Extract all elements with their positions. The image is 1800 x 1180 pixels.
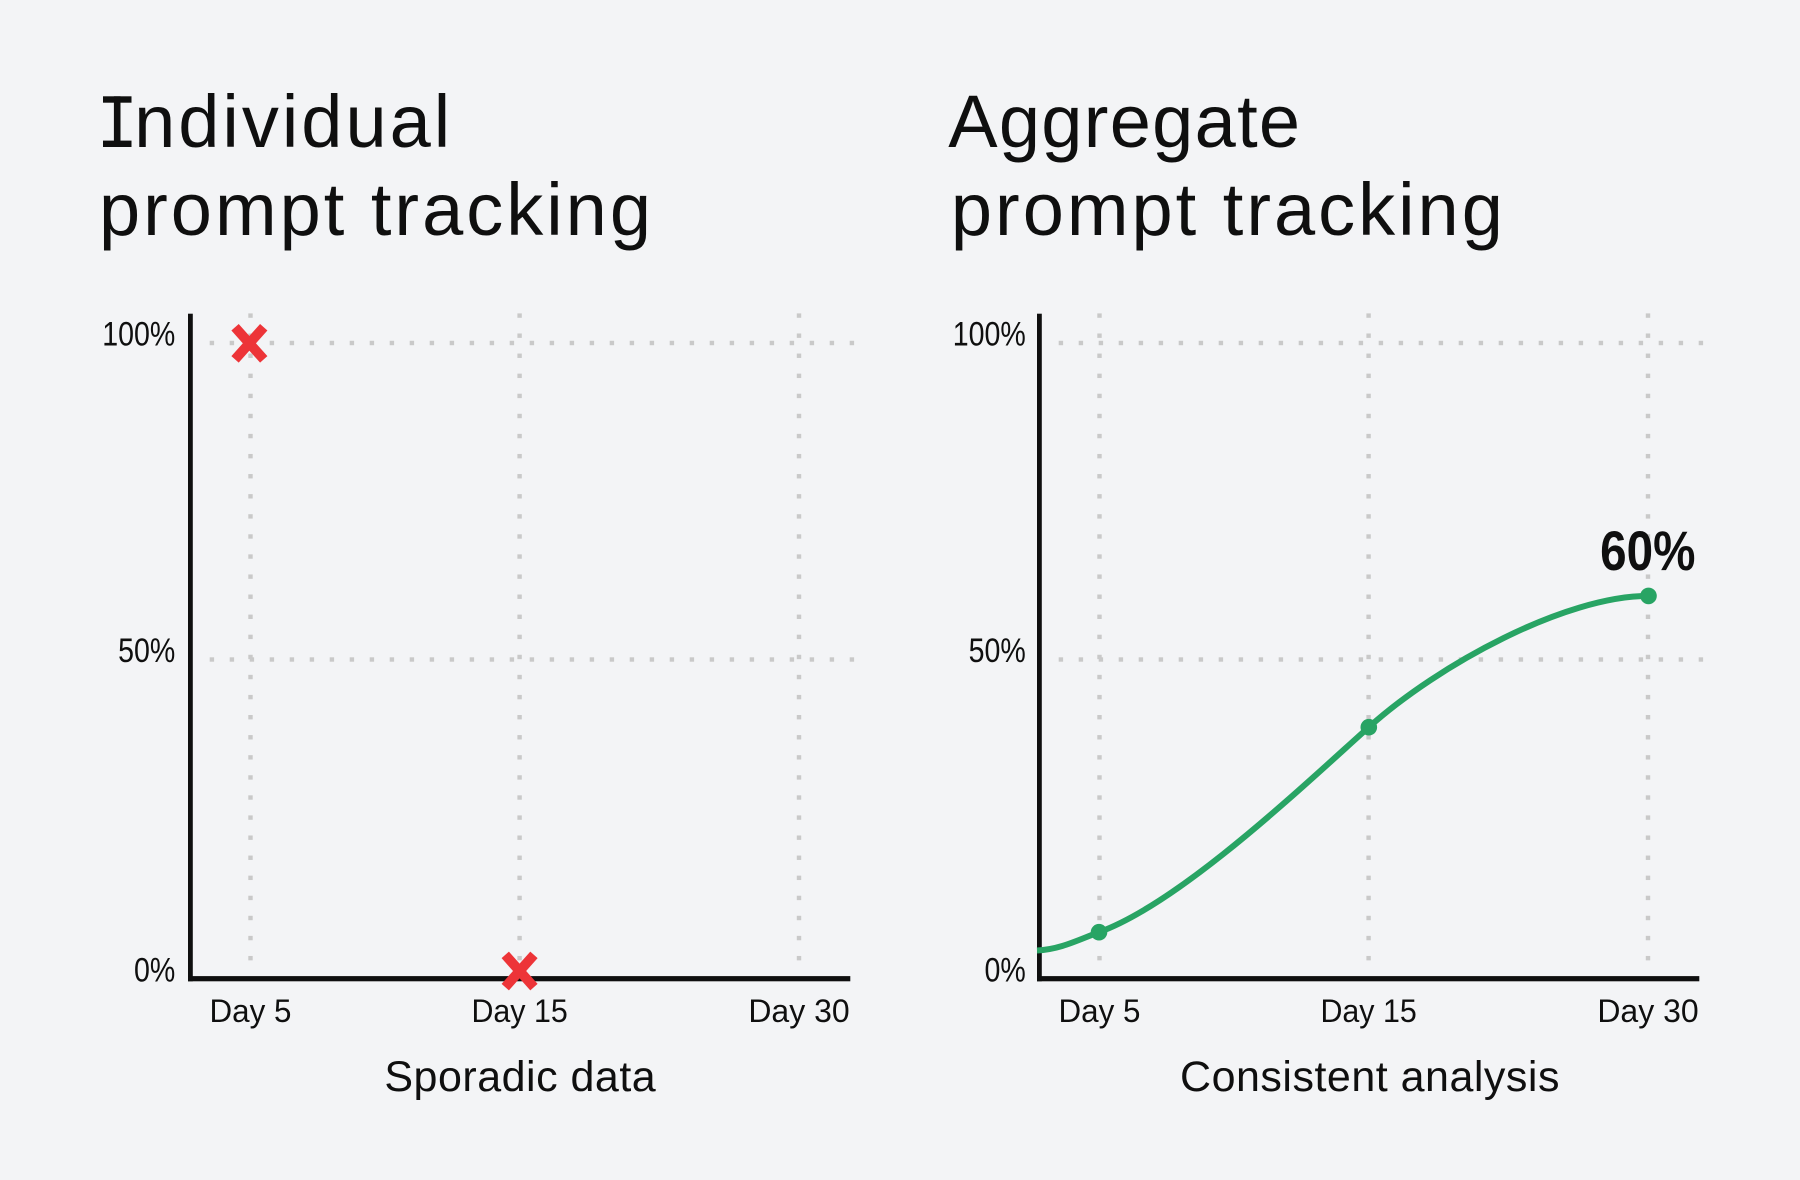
- svg-text:50%: 50%: [118, 631, 175, 669]
- svg-text:Consistent analysis: Consistent analysis: [1180, 1053, 1560, 1101]
- svg-text:100%: 100%: [953, 315, 1026, 353]
- svg-text:50%: 50%: [969, 631, 1026, 669]
- svg-text:Day 15: Day 15: [471, 993, 567, 1029]
- svg-text:Day 30: Day 30: [748, 993, 849, 1029]
- svg-text:prompt tracking: prompt tracking: [951, 168, 1506, 251]
- svg-text:100%: 100%: [102, 315, 175, 353]
- svg-text:Day 15: Day 15: [1320, 993, 1416, 1029]
- svg-text:Day 5: Day 5: [1059, 993, 1141, 1029]
- svg-text:prompt tracking: prompt tracking: [99, 168, 654, 251]
- svg-text:Day 30: Day 30: [1597, 993, 1698, 1029]
- svg-text:60%: 60%: [1600, 520, 1695, 582]
- svg-text:Aggregate: Aggregate: [948, 80, 1301, 163]
- svg-text:Sporadic data: Sporadic data: [384, 1053, 656, 1101]
- svg-text:Day 5: Day 5: [210, 993, 292, 1029]
- svg-text:0%: 0%: [985, 951, 1026, 989]
- svg-text:ndividual: ndividual: [134, 80, 453, 163]
- svg-text:0%: 0%: [134, 951, 175, 989]
